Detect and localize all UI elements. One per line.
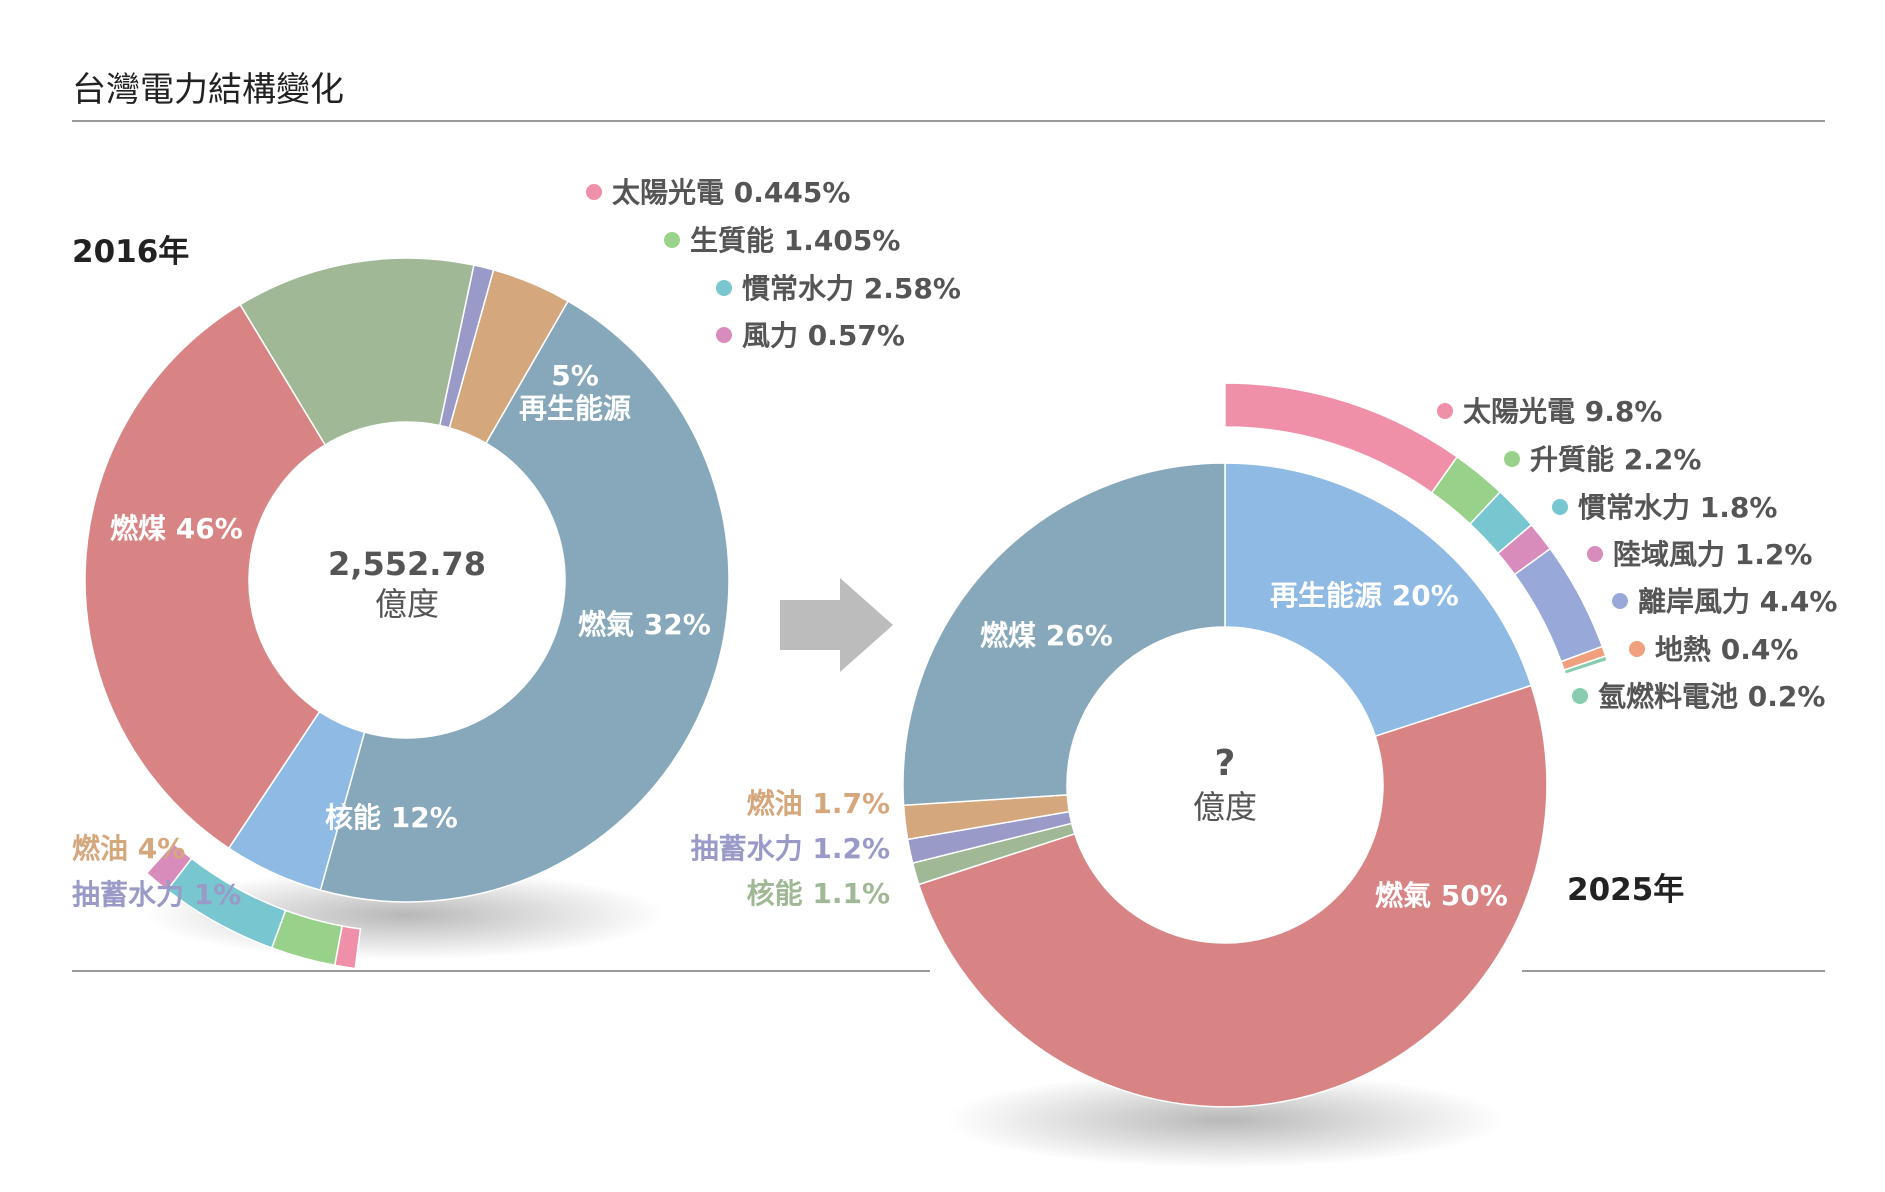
slice-label-2025-oil: 燃油 1.7% bbox=[747, 787, 890, 820]
center-value-2025: ? bbox=[1215, 743, 1236, 784]
arrow-right-icon bbox=[780, 578, 893, 672]
slice-label-2025-renewable: 再生能源 20% bbox=[1270, 579, 1459, 612]
legend-label-2025-onshore-wind: 陸域風力 1.2% bbox=[1613, 538, 1812, 571]
slice-label-2025-gas: 燃氣 50% bbox=[1375, 879, 1508, 912]
legend-label-2025-geothermal: 地熱 0.4% bbox=[1655, 633, 1798, 666]
slice-label-2016-oil: 燃油 4% bbox=[72, 832, 185, 865]
legend-dot-2025-hydrogen bbox=[1572, 688, 1588, 704]
legend-label-2016-wind: 風力 0.57% bbox=[742, 319, 905, 352]
legend-label-2025-solar: 太陽光電 9.8% bbox=[1463, 395, 1662, 428]
center-value-2016: 2,552.78 bbox=[328, 545, 486, 583]
legend-label-2025-hydro: 慣常水力 1.8% bbox=[1578, 491, 1777, 524]
slice-label-2016-pumped-hydro: 抽蓄水力 1% bbox=[72, 878, 241, 911]
slice-label-2025-coal: 燃煤 26% bbox=[980, 619, 1113, 652]
renewable-seg-2016-3 bbox=[145, 842, 193, 892]
legend-dot-2025-biomass bbox=[1504, 451, 1520, 467]
slice-2025-0 bbox=[1224, 462, 1533, 738]
slice-label-2016-nuclear: 核能 12% bbox=[325, 801, 458, 834]
slice-label-2025-pumped-hydro: 抽蓄水力 1.2% bbox=[691, 832, 890, 865]
bottom-divider-right bbox=[1522, 970, 1825, 972]
title-divider bbox=[72, 120, 1825, 122]
legend-dot-2025-geothermal bbox=[1629, 641, 1645, 657]
page-title: 台灣電力結構變化 bbox=[72, 70, 344, 110]
donut-2025 bbox=[902, 462, 1548, 1108]
slice-label-2025-nuclear: 核能 1.1% bbox=[747, 877, 890, 910]
year-label-2025: 2025年 bbox=[1567, 872, 1684, 908]
slice-label-2016-gas: 燃氣 32% bbox=[578, 608, 711, 641]
legend-dot-2016-wind bbox=[716, 327, 732, 343]
donut-2016 bbox=[84, 257, 730, 903]
legend-dot-2025-solar bbox=[1437, 403, 1453, 419]
slice-2016-2 bbox=[84, 303, 327, 850]
slice-2025-5 bbox=[902, 462, 1226, 807]
slice-label-2016-renewable-pct: 5% bbox=[551, 359, 599, 392]
slice-label-2016-renewable-name: 再生能源 bbox=[519, 392, 631, 425]
legend-label-2025-hydrogen: 氫燃料電池 0.2% bbox=[1598, 680, 1825, 713]
slice-2016-3 bbox=[239, 257, 475, 446]
slice-2016-5 bbox=[448, 268, 570, 445]
legend-label-2025-biomass: 升質能 2.2% bbox=[1530, 443, 1701, 476]
legend-dot-2016-solar bbox=[586, 184, 602, 200]
legend-dot-2025-offshore-wind bbox=[1612, 593, 1628, 609]
legend-dot-2016-hydro bbox=[716, 280, 732, 296]
legend-label-2016-biomass: 生質能 1.405% bbox=[690, 224, 900, 257]
legend-label-2016-hydro: 慣常水力 2.58% bbox=[742, 272, 961, 305]
donut-shadow-2025 bbox=[945, 1072, 1505, 1168]
renewable-ring-2016 bbox=[145, 842, 362, 970]
renewable-ring-2025 bbox=[1224, 382, 1609, 676]
legend-dot-2016-biomass bbox=[664, 232, 680, 248]
renewable-seg-2025-4 bbox=[1513, 547, 1604, 663]
center-unit-2016: 億度 bbox=[375, 585, 439, 623]
year-label-2016: 2016年 bbox=[72, 234, 189, 270]
legend-label-2016-solar: 太陽光電 0.445% bbox=[612, 176, 850, 209]
slice-label-2016-coal: 燃煤 46% bbox=[110, 512, 243, 545]
slice-2025-1 bbox=[917, 684, 1548, 1108]
legend-label-2025-offshore-wind: 離岸風力 4.4% bbox=[1638, 585, 1837, 618]
renewable-seg-2025-6 bbox=[1563, 655, 1609, 676]
legend-dot-2025-hydro bbox=[1552, 499, 1568, 515]
slice-2016-0 bbox=[319, 300, 730, 903]
center-unit-2025: 億度 bbox=[1193, 788, 1257, 826]
bottom-divider-left bbox=[72, 970, 930, 972]
legend-dot-2025-onshore-wind bbox=[1587, 546, 1603, 562]
